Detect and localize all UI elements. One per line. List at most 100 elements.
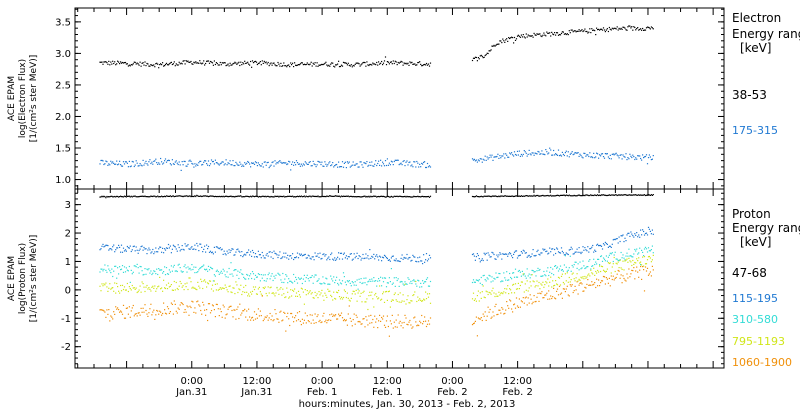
data-point (632, 29, 634, 31)
data-point (287, 254, 289, 256)
data-point (397, 260, 399, 262)
data-point (513, 42, 515, 44)
data-point (308, 161, 310, 164)
data-point (506, 288, 508, 290)
data-point (526, 195, 528, 197)
data-point (633, 236, 635, 238)
data-point (216, 195, 218, 198)
x-axis-title: hours:minutes, Jan. 30, 2013 - Feb. 2, 2… (299, 399, 516, 410)
data-point (612, 153, 614, 155)
data-point (560, 247, 563, 249)
data-point (141, 165, 143, 167)
data-point (182, 60, 184, 62)
data-point (554, 195, 556, 197)
data-point (288, 258, 290, 260)
data-point (358, 63, 360, 65)
data-point (246, 162, 248, 164)
data-point (142, 249, 144, 251)
data-point (632, 235, 634, 237)
data-point (570, 29, 572, 31)
data-point (299, 165, 301, 167)
x-tick-time: 0:00 (441, 376, 463, 387)
data-point (252, 273, 255, 275)
data-point (271, 273, 273, 275)
data-point (199, 160, 201, 162)
data-point (198, 250, 200, 252)
data-point (640, 265, 642, 268)
data-point (367, 255, 369, 257)
data-point (211, 195, 214, 197)
data-point (548, 285, 550, 287)
data-point (234, 165, 236, 167)
data-point (494, 258, 496, 260)
data-point (246, 273, 248, 276)
data-point (193, 266, 195, 268)
data-point (360, 292, 362, 294)
data-point (498, 43, 500, 45)
data-point (540, 275, 542, 277)
data-point (244, 291, 246, 293)
data-point (533, 32, 535, 34)
data-point (358, 196, 360, 198)
data-point (477, 254, 479, 257)
data-point (127, 65, 129, 67)
data-point (418, 61, 420, 64)
data-point (326, 195, 328, 197)
data-point (408, 321, 410, 323)
data-point (355, 163, 357, 165)
data-point (157, 273, 159, 276)
data-point (324, 292, 326, 294)
data-point (485, 195, 487, 197)
data-point (506, 195, 508, 197)
data-point (246, 195, 248, 197)
data-point (610, 253, 612, 255)
data-point (493, 277, 495, 279)
data-point (520, 275, 522, 277)
data-point (385, 286, 388, 288)
data-point (422, 300, 424, 302)
data-point (589, 275, 591, 277)
data-point (564, 273, 566, 275)
data-point (138, 196, 140, 198)
data-point (609, 285, 611, 287)
data-point (380, 195, 382, 197)
data-point (155, 290, 157, 292)
data-point (207, 60, 210, 62)
data-point (489, 256, 491, 258)
data-point (510, 300, 512, 302)
data-point (165, 267, 168, 269)
data-point (201, 164, 203, 166)
data-point (387, 291, 389, 293)
data-point (540, 153, 542, 155)
data-point (543, 195, 545, 197)
data-point (613, 194, 615, 196)
data-point (143, 246, 145, 249)
data-point (517, 282, 519, 284)
data-point (294, 196, 296, 198)
data-point (275, 274, 277, 276)
data-point (479, 292, 481, 294)
data-point (403, 284, 405, 286)
data-point (351, 164, 353, 166)
data-point (616, 238, 618, 240)
data-point (102, 196, 104, 198)
data-point (592, 273, 594, 275)
data-point (120, 165, 123, 167)
data-point (344, 195, 346, 197)
data-point (226, 313, 228, 315)
data-point (623, 269, 625, 271)
data-point (568, 249, 570, 251)
data-point (182, 271, 184, 273)
data-point (306, 315, 308, 317)
data-point (202, 301, 204, 303)
data-point (422, 64, 424, 67)
data-point (114, 195, 116, 198)
data-point (395, 319, 397, 321)
data-point (579, 194, 581, 197)
data-point (217, 196, 219, 198)
data-point (643, 157, 645, 159)
data-point (190, 281, 192, 283)
data-point (200, 309, 202, 312)
data-point (178, 308, 180, 310)
data-point (496, 43, 498, 45)
